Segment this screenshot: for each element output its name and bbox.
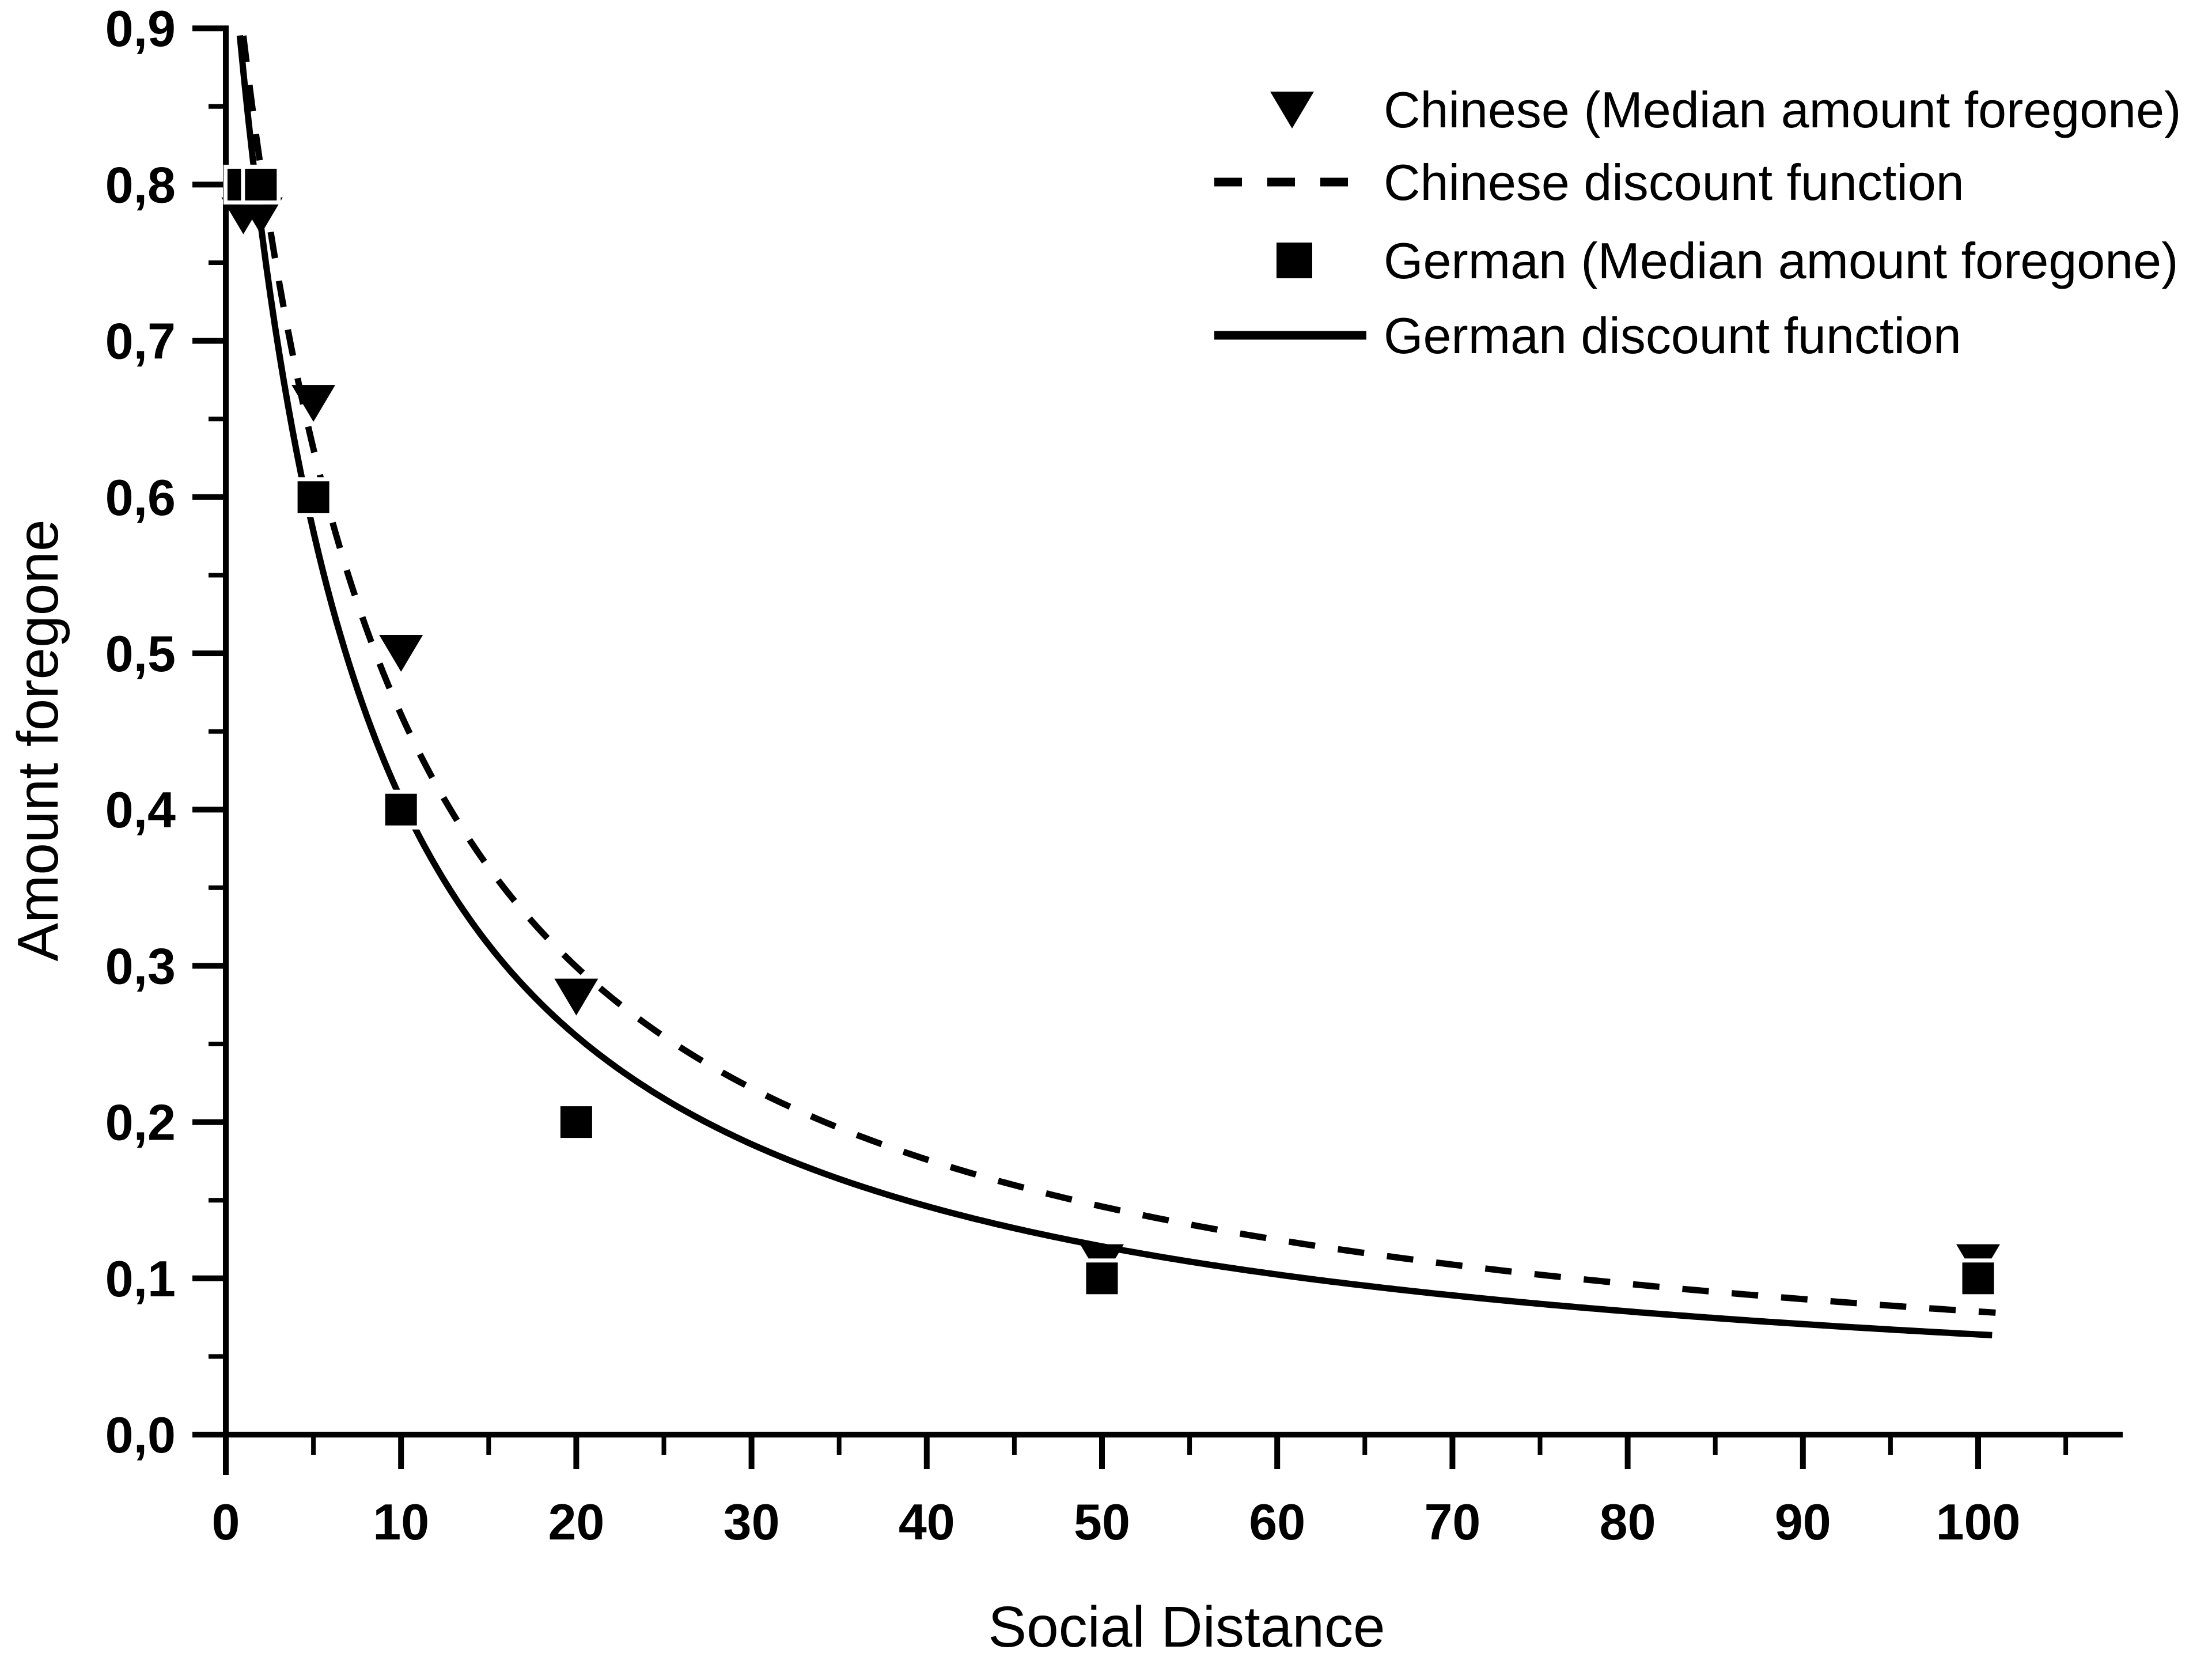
y-tick-label: 0,1: [105, 1250, 176, 1307]
german-discount-curve: [236, 35, 1993, 1338]
legend-label: German (Median amount foregone): [1384, 232, 2178, 289]
german-data-marker: [1082, 1258, 1122, 1299]
x-tick-label: 30: [724, 1493, 780, 1550]
legend-row-german-markers: German (Median amount foregone): [1277, 232, 2178, 289]
x-tick-label: 100: [1936, 1493, 2021, 1550]
german-data-marker: [293, 477, 334, 517]
chinese-data-marker: [238, 197, 283, 234]
chinese-data-marker: [291, 385, 336, 422]
x-tick-label: 50: [1074, 1493, 1130, 1550]
axes: [223, 26, 2123, 1475]
x-tick-label: 20: [548, 1493, 604, 1550]
legend-row-chinese-function: Chinese discount function: [1214, 154, 1964, 211]
x-tick-label: 90: [1775, 1493, 1831, 1550]
x-tick-label: 40: [899, 1493, 955, 1550]
triangle-down-marker-icon: [1270, 92, 1314, 128]
y-tick-label: 0,6: [105, 469, 176, 526]
y-axis-title: Amount foregone: [6, 519, 70, 961]
legend-label: German discount function: [1384, 307, 1961, 364]
y-tick-label: 0,3: [105, 937, 176, 994]
y-tick-label: 0,8: [105, 156, 176, 213]
x-tick-label: 80: [1600, 1493, 1656, 1550]
legend-label: Chinese (Median amount foregone): [1384, 81, 2181, 138]
data-markers: [221, 164, 2000, 1299]
y-tick-label: 0,5: [105, 625, 176, 682]
legend-row-german-function: German discount function: [1214, 307, 1961, 364]
legend-label: Chinese discount function: [1384, 154, 1964, 211]
legend-row-chinese-markers: Chinese (Median amount foregone): [1270, 81, 2181, 138]
german-data-marker: [1958, 1258, 1998, 1299]
y-tick-label: 0,2: [105, 1094, 176, 1151]
x-tick-label: 60: [1249, 1493, 1305, 1550]
legend: Chinese (Median amount foregone) Chinese…: [1214, 81, 2181, 364]
x-axis-title: Social Distance: [988, 1595, 1385, 1659]
tick-marks: [192, 25, 2069, 1469]
y-tick-label: 0,7: [105, 313, 176, 370]
square-marker-icon: [1277, 243, 1312, 278]
y-tick-label: 0,0: [105, 1406, 176, 1463]
y-tick-label: 0,4: [105, 781, 176, 838]
x-tick-label: 0: [212, 1493, 240, 1550]
y-tick-label: 0,9: [105, 0, 176, 57]
german-data-marker: [556, 1102, 596, 1142]
chinese-discount-curve: [240, 35, 1996, 1316]
discount-curves: [236, 35, 1996, 1338]
german-data-marker: [381, 789, 421, 830]
x-tick-label: 70: [1424, 1493, 1480, 1550]
tick-labels: 0 10 20 30 40 50 60 70 80 90 100 0,0 0,1 0,2 0,3 0,4 0,5…: [105, 0, 2021, 1550]
chinese-data-marker: [379, 635, 423, 672]
chinese-data-marker: [554, 978, 599, 1016]
german-data-marker: [241, 164, 281, 205]
x-tick-label: 10: [373, 1493, 429, 1550]
